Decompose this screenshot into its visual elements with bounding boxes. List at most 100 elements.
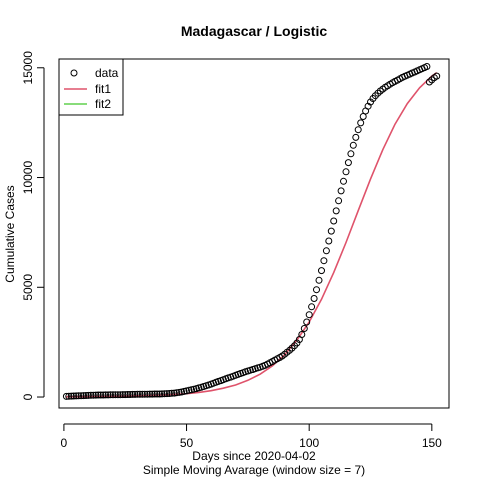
- x-tick-label: 150: [422, 436, 442, 450]
- data-point: [136, 390, 144, 398]
- data-point: [315, 276, 323, 284]
- data-point: [310, 295, 318, 302]
- x-tick-label: 0: [61, 436, 68, 450]
- legend-box: [58, 58, 124, 116]
- data-point: [109, 391, 117, 399]
- data-point: [286, 346, 294, 354]
- data-point: [84, 391, 92, 399]
- data-point: [335, 197, 343, 205]
- legend-fit1-label: fit1: [95, 82, 111, 96]
- data-point: [352, 133, 360, 141]
- data-point: [175, 388, 183, 396]
- series-line-fit1: [66, 71, 438, 398]
- data-point: [357, 119, 365, 127]
- data-point: [170, 389, 178, 397]
- data-point: [305, 311, 313, 319]
- data-point: [300, 325, 308, 332]
- legend-data-marker: [70, 69, 78, 77]
- data-point: [92, 391, 100, 399]
- data-point: [320, 257, 328, 265]
- data-point: [158, 390, 166, 398]
- data-point: [126, 391, 134, 398]
- data-point: [80, 392, 87, 400]
- data-point: [102, 391, 110, 399]
- x-axis: 0 50 100 150: [61, 423, 442, 450]
- data-point: [65, 392, 73, 400]
- data-point: [340, 177, 347, 185]
- data-point: [354, 126, 362, 134]
- data-point: [173, 389, 181, 397]
- data-point: [342, 168, 350, 176]
- legend-fit2-label: fit2: [95, 97, 111, 111]
- data-point: [94, 391, 102, 399]
- y-tick-label: 0: [21, 393, 35, 400]
- data-point: [99, 391, 107, 399]
- data-point: [344, 159, 352, 167]
- data-point: [303, 318, 311, 326]
- x-tick-label: 100: [299, 436, 319, 450]
- data-point: [308, 303, 316, 311]
- y-axis-label: Cumulative Cases: [3, 185, 17, 282]
- data-point: [318, 267, 325, 275]
- data-point: [423, 63, 431, 70]
- data-point: [138, 390, 146, 398]
- data-point: [116, 391, 124, 399]
- data-point: [67, 392, 75, 400]
- data-point: [121, 391, 129, 399]
- data-point: [62, 392, 70, 400]
- legend: data fit1 fit2: [58, 58, 124, 116]
- plot-frame: [58, 58, 450, 409]
- chart-title: Madagascar / Logistic: [181, 23, 327, 39]
- data-point: [168, 389, 176, 397]
- data-point: [141, 390, 149, 398]
- data-point: [148, 390, 156, 398]
- data-point: [163, 390, 171, 398]
- y-tick-label: 5000: [21, 274, 35, 301]
- data-point: [143, 390, 151, 398]
- data-point: [134, 390, 141, 398]
- x-axis-sublabel: Simple Moving Avarage (window size = 7): [143, 463, 365, 477]
- data-point: [124, 391, 132, 398]
- data-point: [374, 89, 382, 97]
- fit-lines: [66, 71, 438, 398]
- data-point: [87, 391, 95, 399]
- data-point: [347, 150, 355, 158]
- y-axis: 0 5000 10000 15000: [21, 51, 45, 400]
- data-point: [146, 390, 154, 398]
- data-point: [119, 391, 127, 399]
- data-point: [325, 237, 333, 245]
- data-point: [111, 391, 119, 399]
- data-point: [349, 141, 357, 149]
- data-point: [82, 392, 90, 399]
- data-point: [97, 391, 105, 399]
- data-point: [89, 391, 97, 399]
- data-point: [107, 391, 114, 399]
- data-point: [330, 217, 338, 225]
- data-point: [70, 392, 78, 400]
- data-points: [62, 63, 441, 400]
- data-point: [129, 390, 137, 398]
- data-point: [332, 207, 340, 215]
- x-tick-label: 50: [180, 436, 194, 450]
- legend-data-label: data: [95, 66, 119, 80]
- data-point: [185, 386, 193, 394]
- data-point: [151, 390, 159, 398]
- data-point: [298, 331, 306, 338]
- data-point: [131, 390, 139, 398]
- data-point: [165, 390, 173, 397]
- y-tick-label: 10000: [21, 161, 35, 195]
- plot-area: [58, 58, 450, 409]
- data-point: [313, 286, 320, 294]
- data-point: [153, 390, 161, 398]
- data-point: [327, 227, 335, 235]
- data-point: [77, 392, 85, 400]
- data-point: [114, 391, 122, 399]
- data-point: [322, 247, 330, 255]
- data-point: [104, 391, 112, 399]
- data-point: [75, 392, 83, 400]
- y-tick-label: 15000: [21, 51, 35, 85]
- x-axis-label: Days since 2020-04-02: [192, 449, 316, 463]
- data-point: [161, 390, 168, 398]
- data-point: [337, 187, 345, 195]
